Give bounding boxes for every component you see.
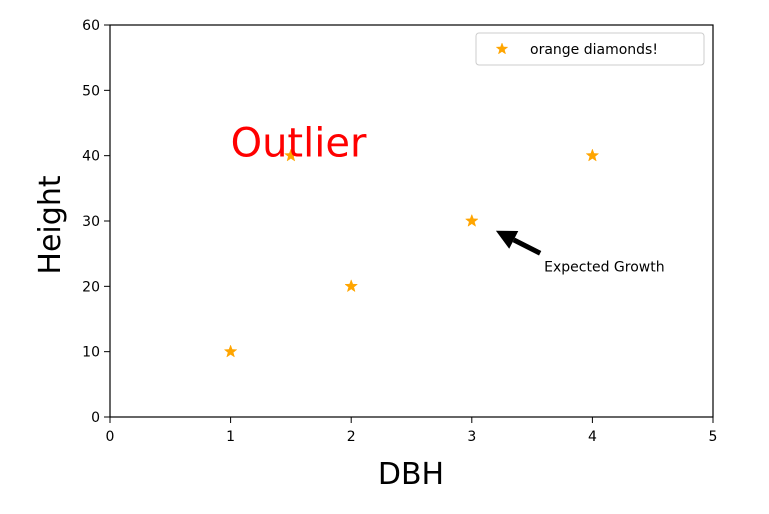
y-tick-label: 50 [82,83,100,99]
data-point-star [585,148,600,162]
y-tick-label: 10 [82,345,100,361]
plot-area [109,24,714,418]
data-point-star [464,213,479,227]
x-tick-label: 2 [347,429,356,445]
legend-star-marker [495,42,509,55]
plot-frame [109,24,714,418]
x-tick-label: 1 [226,429,235,445]
data-point-star [284,148,298,162]
y-tick-label: 0 [91,410,100,426]
x-tick-label: 4 [588,429,597,445]
legend: orange diamonds! [475,32,705,66]
y-tick-label: 20 [82,279,100,295]
legend-label: orange diamonds! [530,42,658,58]
annotations: Outlier Expected Growth [231,121,665,276]
data-point-star [223,344,238,358]
x-axis-label: DBH [378,457,444,492]
y-tick-label: 60 [82,18,100,34]
annotation-outlier: Outlier [231,121,367,167]
annotation-expected-growth: Expected Growth [544,259,664,275]
annotation-arrow-head [495,230,519,249]
data-point-star [344,279,359,293]
y-axis-label: Height [33,175,68,274]
annotation-arrow-shaft [512,237,542,256]
x-tick-label: 5 [709,429,718,445]
data-markers [223,148,600,358]
x-tick-label: 3 [467,429,476,445]
y-tick-label: 30 [82,214,100,230]
legend-box [475,32,705,66]
x-tick-label: 0 [106,429,115,445]
y-tick-label: 40 [82,149,100,165]
x-axis-ticks: 0 1 2 3 4 5 [106,417,718,445]
y-axis-ticks: 0 10 20 30 40 50 60 [82,18,110,426]
